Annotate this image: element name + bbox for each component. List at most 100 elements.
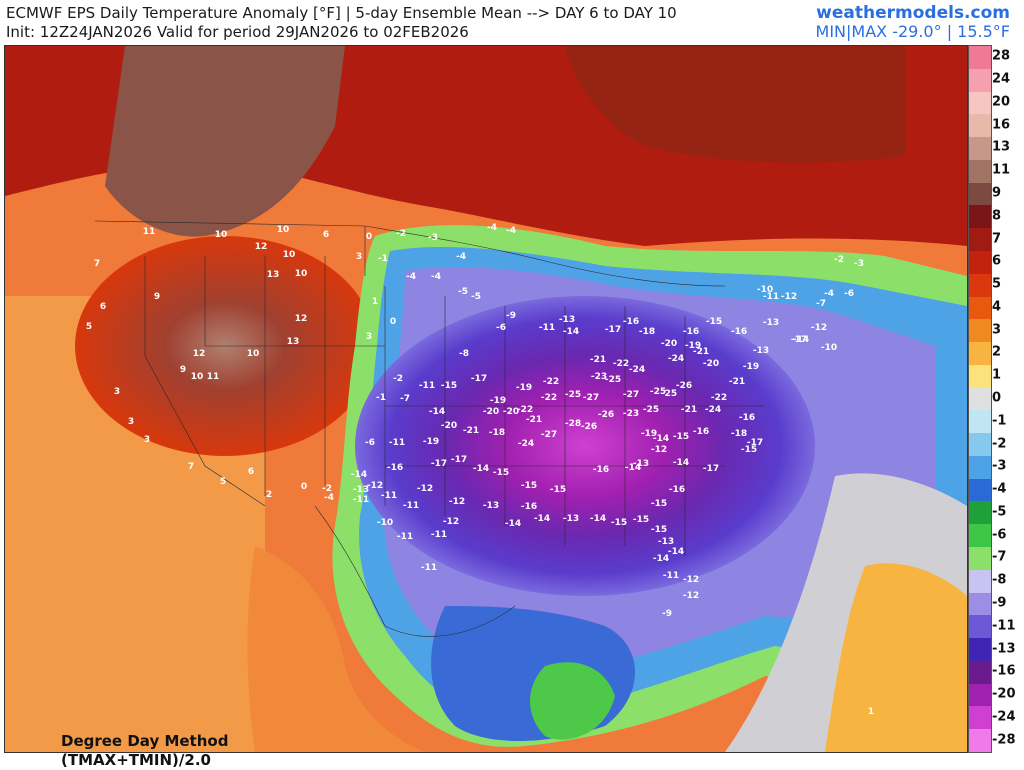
colorbar-tick-label: -16 [992,663,1016,679]
colorbar-tick-label: -24 [992,709,1016,725]
colorbar-tick-label: 5 [992,276,1002,292]
anomaly-value-label: -3 [854,259,864,269]
colorbar-tick-label: -28 [992,732,1016,748]
anomaly-value-label: -4 [824,289,834,299]
minmax-readout: MIN|MAX -29.0° | 15.5°F [815,22,1010,41]
anomaly-value-label: -16 [593,465,609,475]
anomaly-value-label: -16 [623,317,639,327]
brand-link[interactable]: weathermodels.com [816,3,1010,23]
anomaly-value-label: -17 [703,464,719,474]
anomaly-value-label: -7 [816,299,826,309]
anomaly-value-label: -13 [658,537,674,547]
colorbar-segment [969,296,991,320]
anomaly-value-label: 12 [295,314,308,324]
anomaly-value-label: -24 [518,439,534,449]
colorbar-segment [969,114,991,138]
anomaly-value-label: 7 [188,462,194,472]
anomaly-value-label: -27 [541,430,557,440]
anomaly-value-label: -24 [629,365,645,375]
colorbar-segment [969,364,991,389]
anomaly-value-label: 5 [220,477,226,487]
anomaly-value-label: -11 [763,292,779,302]
anomaly-value-label: -10 [757,285,773,295]
anomaly-value-label: -17 [451,455,467,465]
anomaly-value-label: -14 [505,519,521,529]
colorbar-segment [969,569,991,594]
colorbar-tick-label: 6 [992,253,1002,269]
colorbar-tick-label: -6 [992,527,1007,543]
anomaly-value-label: 3 [366,332,372,342]
anomaly-value-label: -11 [389,438,405,448]
anomaly-map: 11 10 10 6 12 10 13 10 12 12 9 10 11 13 10 9 7 6 5 3 3 3 7 5 6 2 0… [4,45,968,769]
atlantic-warm [825,563,967,752]
anomaly-value-label: 6 [100,302,106,312]
anomaly-value-label: -22 [517,405,533,415]
anomaly-value-label: -11 [353,495,369,505]
anomaly-value-label: -7 [400,394,410,404]
colorbar-segment [969,524,991,548]
colorbar-segment [969,68,991,93]
anomaly-value-label: -12 [683,591,699,601]
colorbar-tick-label: -8 [992,572,1007,588]
anomaly-value-label: -14 [653,434,669,444]
colorbar-tick-label: -3 [992,458,1007,474]
colorbar-tick-label: -4 [992,481,1007,497]
mexico-region [247,546,425,752]
anomaly-value-label: -2 [322,484,332,494]
anomaly-value-label: 0 [366,232,372,242]
anomaly-value-label: -17 [747,438,763,448]
anomaly-value-label: -23 [591,372,607,382]
anomaly-value-label: -27 [583,393,599,403]
colorbar-segment [969,387,991,411]
anomaly-value-label: -20 [703,359,719,369]
anomaly-value-label: -25 [643,405,659,415]
anomaly-value-label: -12 [367,481,383,491]
anomaly-value-label: -15 [611,518,627,528]
colorbar-tick-label: 1 [992,367,1002,383]
anomaly-value-label: 10 [191,372,204,382]
anomaly-value-label: -25 [650,387,666,397]
colorbar-segment [969,683,991,707]
anomaly-value-label: -19 [490,396,506,406]
anomaly-value-label: -21 [463,426,479,436]
anomaly-value-label: 5 [86,322,92,332]
anomaly-value-label: 10 [295,269,308,279]
anomaly-value-label: -4 [406,272,416,282]
anomaly-value-label: -17 [605,325,621,335]
anomaly-value-label: -16 [669,485,685,495]
anomaly-value-label: -6 [496,323,506,333]
anomaly-value-label: -11 [381,491,397,501]
colorbar-segment [969,638,991,662]
colorbar-segment [969,46,991,70]
anomaly-value-label: -25 [565,390,581,400]
colorbar-tick-label: -9 [992,595,1007,611]
anomaly-value-label: -27 [623,390,639,400]
colorbar-segment [969,137,991,161]
colorbar-tick-label: -20 [992,686,1016,702]
anomaly-value-label: -22 [711,393,727,403]
anomaly-value-label: 3 [128,417,134,427]
anomaly-value-label: 10 [247,349,260,359]
anomaly-value-label: -15 [633,515,649,525]
anomaly-value-label: -11 [421,563,437,573]
anomaly-value-label: -4 [431,272,441,282]
colorbar-tick-label: 24 [992,71,1011,87]
anomaly-value-label: -19 [685,341,701,351]
anomaly-value-label: -13 [763,318,779,328]
anomaly-value-label: -22 [613,359,629,369]
anomaly-value-label: 0 [390,317,396,327]
colorbar-tick-label: 28 [992,48,1011,64]
colorbar-segment [969,250,991,275]
anomaly-value-label: -19 [516,383,532,393]
colorbar-tick-label: -7 [992,549,1007,565]
anomaly-value-label: -11 [431,530,447,540]
anomaly-value-label: -15 [651,499,667,509]
anomaly-value-label: -6 [365,438,375,448]
anomaly-value-label: 10 [283,250,296,260]
colorbar-segment [969,91,991,115]
colorbar-segment [969,182,991,206]
colorbar-segment [969,205,991,229]
colorbar-tick-label: -1 [992,413,1007,429]
